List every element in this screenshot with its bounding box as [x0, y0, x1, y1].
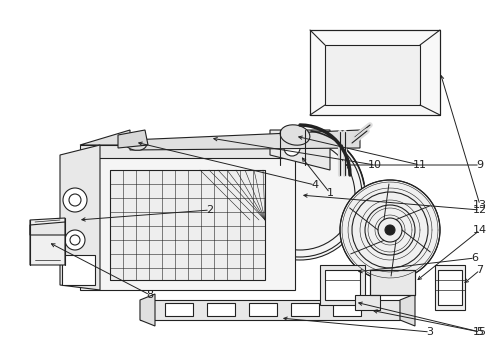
Text: 4: 4: [312, 180, 318, 190]
Polygon shape: [438, 270, 462, 305]
Polygon shape: [60, 145, 100, 290]
Polygon shape: [118, 130, 148, 148]
Polygon shape: [80, 145, 295, 158]
Polygon shape: [400, 294, 415, 326]
Polygon shape: [325, 45, 420, 105]
Text: 12: 12: [473, 205, 487, 215]
Text: 5: 5: [476, 327, 484, 337]
Polygon shape: [140, 300, 400, 320]
Polygon shape: [333, 303, 361, 316]
Polygon shape: [30, 222, 65, 235]
Polygon shape: [435, 265, 465, 310]
Circle shape: [340, 180, 440, 280]
Polygon shape: [30, 218, 65, 265]
Polygon shape: [320, 265, 365, 305]
Polygon shape: [291, 303, 319, 316]
Polygon shape: [270, 130, 330, 170]
Polygon shape: [140, 294, 155, 326]
Polygon shape: [355, 295, 380, 310]
Text: 13: 13: [473, 200, 487, 210]
Polygon shape: [80, 130, 130, 145]
Text: 1: 1: [326, 188, 334, 198]
Ellipse shape: [123, 134, 147, 150]
Text: 3: 3: [426, 327, 434, 337]
Polygon shape: [207, 303, 235, 316]
Polygon shape: [110, 170, 265, 280]
Text: 8: 8: [147, 290, 153, 300]
Text: 9: 9: [476, 160, 484, 170]
Polygon shape: [80, 155, 295, 290]
Polygon shape: [165, 303, 193, 316]
Polygon shape: [249, 303, 277, 316]
Text: 7: 7: [476, 265, 484, 275]
Ellipse shape: [280, 125, 310, 145]
Polygon shape: [370, 270, 415, 295]
Text: 6: 6: [471, 253, 479, 263]
Circle shape: [284, 140, 300, 156]
Circle shape: [63, 188, 87, 212]
Polygon shape: [130, 130, 360, 150]
Polygon shape: [62, 255, 95, 285]
Circle shape: [235, 130, 365, 260]
Text: 2: 2: [206, 205, 214, 215]
Circle shape: [65, 230, 85, 250]
Polygon shape: [325, 270, 360, 300]
Text: 10: 10: [368, 160, 382, 170]
Text: 15: 15: [473, 327, 487, 337]
Text: 11: 11: [413, 160, 427, 170]
Text: 14: 14: [473, 225, 487, 235]
Circle shape: [385, 225, 395, 235]
Polygon shape: [310, 30, 440, 115]
